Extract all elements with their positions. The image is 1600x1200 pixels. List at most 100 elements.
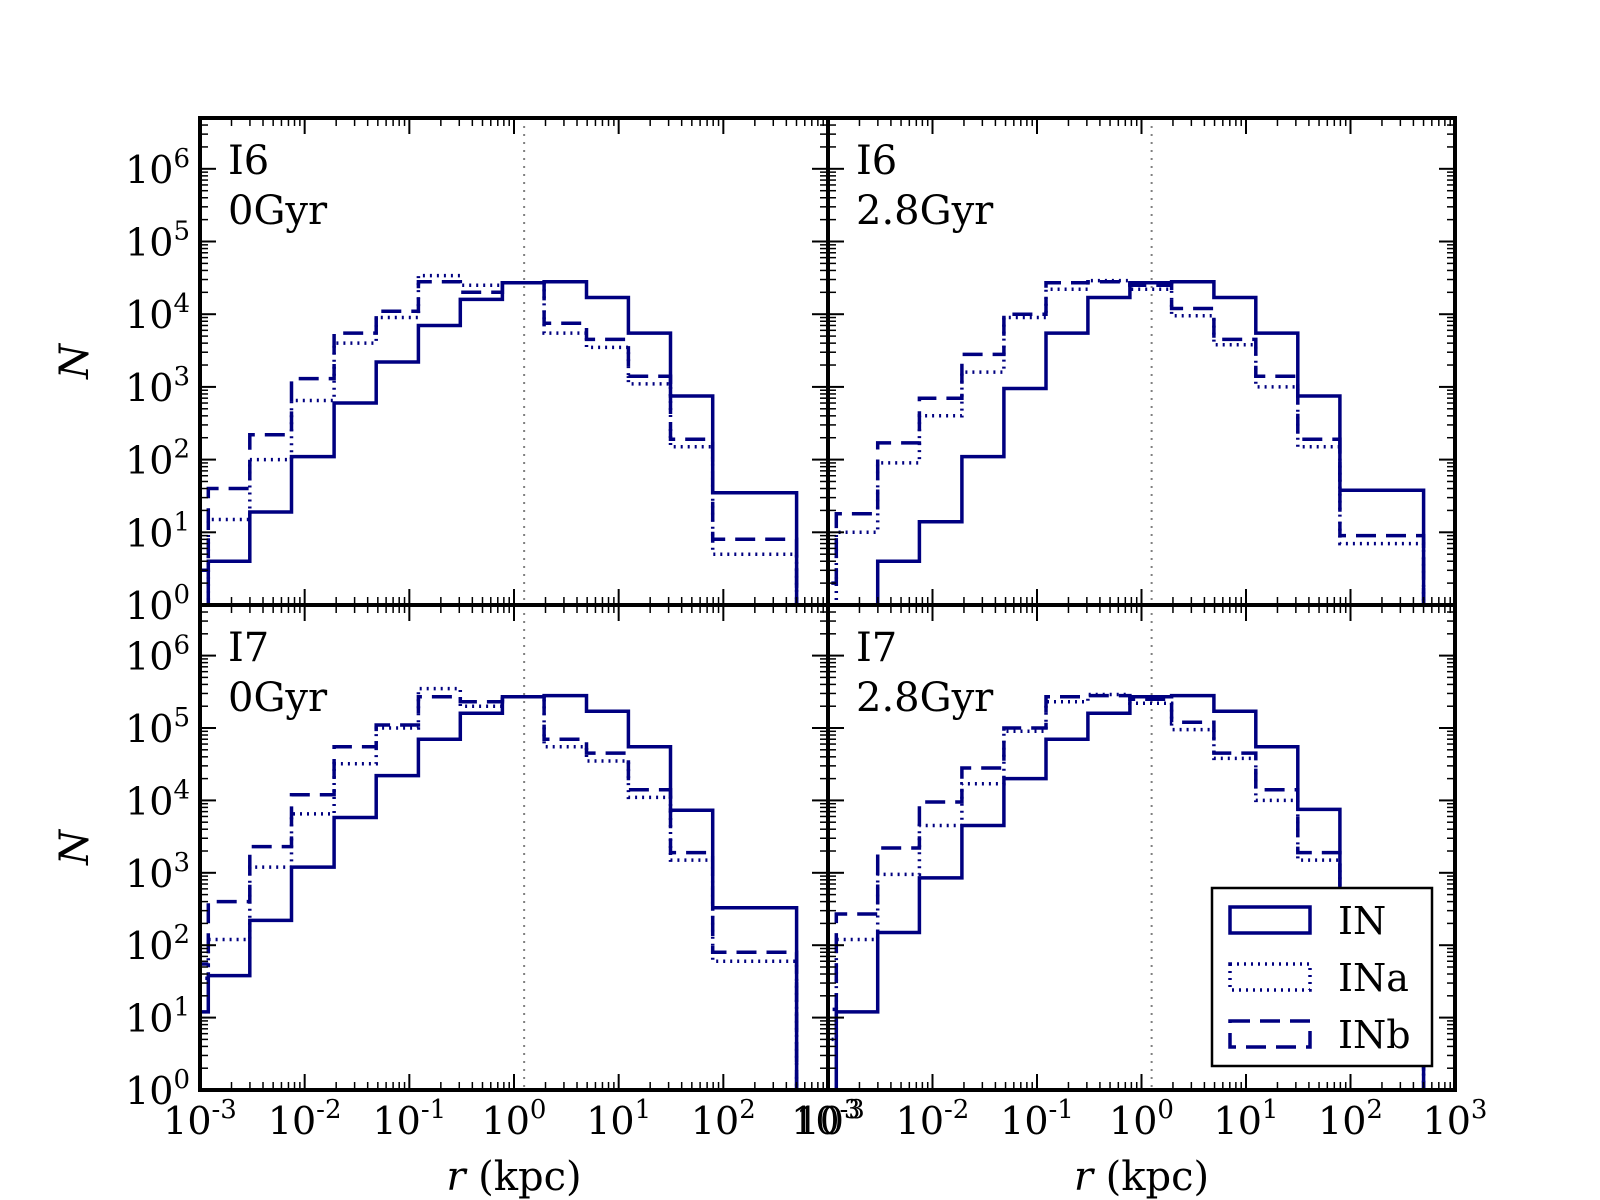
y-tick-exponent: 4 [173, 289, 190, 319]
x-tick-exponent: 3 [1471, 1095, 1488, 1125]
y-tick-label: 104 [125, 289, 190, 337]
x-tick-label: 10-2 [896, 1095, 970, 1143]
y-tick-base: 10 [125, 635, 173, 679]
y-tick-exponent: 0 [173, 580, 190, 610]
series-inb [828, 693, 1426, 1090]
series-inb [200, 695, 799, 1090]
y-tick-label: 105 [125, 703, 190, 751]
y-tick-exponent: 3 [173, 362, 190, 392]
panel-label-time: 2.8Gyr [856, 188, 994, 234]
x-tick-base: 10 [691, 1099, 739, 1143]
y-tick-label: 103 [125, 848, 190, 896]
panel-label-time: 2.8Gyr [856, 675, 994, 721]
panel-data [200, 605, 799, 1090]
y-tick-label: 101 [125, 993, 190, 1041]
y-tick-base: 10 [125, 1069, 173, 1113]
x-tick-exponent: -2 [316, 1095, 341, 1125]
y-tick-label: 103 [125, 362, 190, 410]
legend-label-in: IN [1338, 899, 1386, 943]
y-tick-exponent: 3 [173, 848, 190, 878]
panel-label-time: 0Gyr [228, 675, 328, 721]
x-tick-label: 101 [586, 1095, 651, 1143]
x-axis-label: r (kpc) [1074, 1154, 1209, 1200]
y-tick-label: 106 [125, 631, 190, 679]
y-tick-label: 102 [125, 435, 190, 483]
y-tick-base: 10 [125, 511, 173, 555]
x-tick-exponent: -2 [944, 1095, 969, 1125]
y-tick-base: 10 [125, 221, 173, 265]
x-tick-exponent: -1 [1049, 1095, 1074, 1125]
panel-data [828, 605, 1426, 1090]
y-tick-exponent: 6 [173, 144, 190, 174]
y-tick-base: 10 [125, 366, 173, 410]
x-tick-base: 10 [163, 1099, 211, 1143]
x-tick-base: 10 [1109, 1099, 1157, 1143]
x-axis-label: r (kpc) [446, 1154, 581, 1200]
legend-swatch-in [1228, 905, 1312, 935]
panel-i6-2-8gyr: I62.8Gyr [826, 116, 1457, 607]
series-in [206, 279, 799, 605]
x-tick-base: 10 [791, 1099, 839, 1143]
x-tick-base: 10 [586, 1099, 634, 1143]
legend: IN INa INb [1210, 886, 1434, 1068]
x-tick-exponent: 1 [1262, 1095, 1279, 1125]
x-tick-exponent: 2 [739, 1095, 756, 1125]
x-tick-exponent: 1 [635, 1095, 652, 1125]
x-tick-base: 10 [796, 1099, 844, 1143]
x-tick-exponent: -3 [212, 1095, 237, 1125]
y-axis-label: N [52, 828, 98, 866]
y-tick-label: 104 [125, 775, 190, 823]
x-tick-exponent: 0 [530, 1095, 547, 1125]
panel-axes: I62.8Gyr [826, 116, 1457, 607]
plot-area: 100101102103104105106NI60GyrI62.8Gyr1001… [52, 116, 1488, 1200]
y-tick-base: 10 [125, 707, 173, 751]
panel-label-time: 0Gyr [228, 188, 328, 234]
x-tick-label: 10-1 [372, 1095, 446, 1143]
y-tick-exponent: 5 [173, 217, 190, 247]
y-tick-exponent: 1 [173, 993, 190, 1023]
x-tick-label: 10-1 [1000, 1095, 1074, 1143]
x-tick-base: 10 [482, 1099, 530, 1143]
x-tick-base: 10 [896, 1099, 944, 1143]
x-tick-exponent: -1 [421, 1095, 446, 1125]
x-tick-label: 100 [482, 1095, 547, 1143]
y-tick-exponent: 4 [173, 775, 190, 805]
legend-swatch-ina [1228, 962, 1312, 992]
x-tick-label: 100 [1109, 1095, 1174, 1143]
panel-label-name: I7 [228, 625, 269, 671]
x-tick-base: 10 [372, 1099, 420, 1143]
panel-label-name: I7 [856, 625, 897, 671]
y-tick-label: 105 [125, 217, 190, 265]
y-tick-label: 102 [125, 920, 190, 968]
x-tick-label: 102 [1318, 1095, 1383, 1143]
y-tick-label: 101 [125, 507, 190, 555]
x-tick-base: 10 [1318, 1099, 1366, 1143]
y-tick-exponent: 6 [173, 631, 190, 661]
series-inb [200, 279, 799, 605]
x-tick-base: 10 [1214, 1099, 1262, 1143]
x-tick-exponent: 3 [844, 1095, 861, 1125]
x-tick-label: 101 [1214, 1095, 1279, 1143]
panel-label-name: I6 [228, 138, 269, 184]
x-tick-label: 10-3 [791, 1095, 865, 1143]
y-tick-exponent: 5 [173, 703, 190, 733]
y-tick-base: 10 [125, 997, 173, 1041]
panel-data [828, 118, 1426, 605]
panel-data [200, 118, 799, 605]
y-tick-base: 10 [125, 439, 173, 483]
panel-label-name: I6 [856, 138, 897, 184]
y-tick-label: 106 [125, 144, 190, 192]
series-in [834, 693, 1426, 1090]
y-tick-base: 10 [125, 779, 173, 823]
y-axis-label: N [52, 342, 98, 380]
x-axis-label-unit: (kpc) [1093, 1154, 1209, 1200]
y-tick-exponent: 2 [173, 920, 190, 950]
y-tick-base: 10 [125, 148, 173, 192]
series-inb [828, 279, 1426, 605]
